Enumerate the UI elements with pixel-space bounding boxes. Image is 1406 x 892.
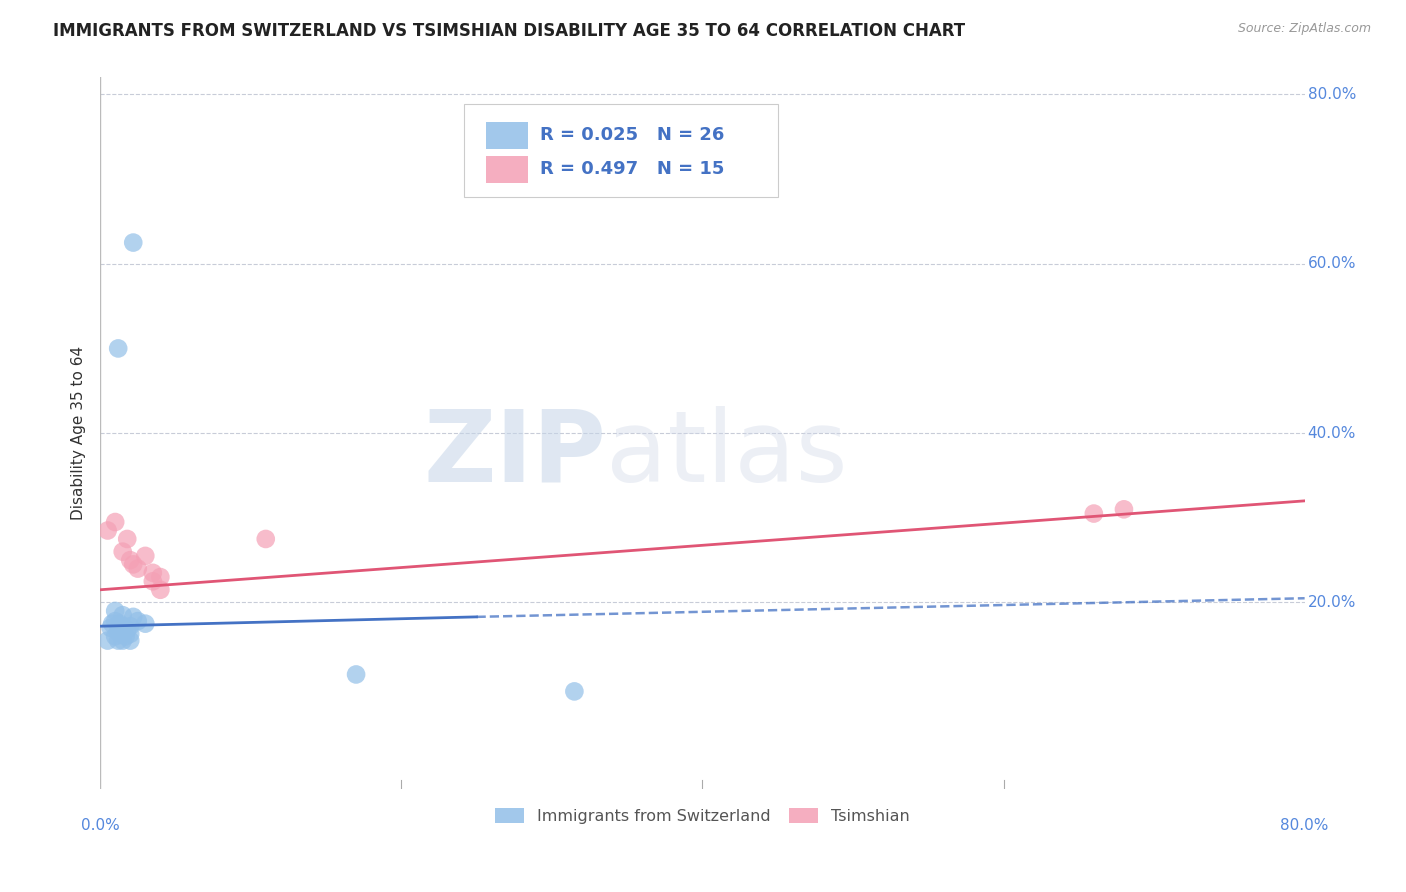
Point xyxy=(108,616,131,631)
Text: 0.0%: 0.0% xyxy=(80,819,120,833)
Text: 20.0%: 20.0% xyxy=(1308,595,1355,610)
Y-axis label: Disability Age 35 to 64: Disability Age 35 to 64 xyxy=(72,346,86,520)
Point xyxy=(122,235,145,250)
Point xyxy=(120,553,142,567)
Point xyxy=(115,532,138,546)
Point xyxy=(134,616,156,631)
Text: 80.0%: 80.0% xyxy=(1308,87,1355,102)
Point xyxy=(111,619,134,633)
Text: atlas: atlas xyxy=(606,406,848,503)
Point xyxy=(97,633,120,648)
Point xyxy=(100,621,122,635)
Point xyxy=(120,633,142,648)
Point xyxy=(111,544,134,558)
Point xyxy=(120,619,142,633)
Point xyxy=(1112,502,1135,516)
Point xyxy=(97,524,120,538)
Point xyxy=(134,549,156,563)
Point xyxy=(254,532,277,546)
Point xyxy=(108,621,131,635)
Text: 80.0%: 80.0% xyxy=(1281,819,1329,833)
FancyBboxPatch shape xyxy=(464,103,779,197)
Point xyxy=(149,582,172,597)
Point xyxy=(115,623,138,637)
Point xyxy=(142,566,165,580)
Point xyxy=(142,574,165,589)
Point xyxy=(111,627,134,641)
Point xyxy=(107,342,129,356)
Point xyxy=(107,633,129,648)
Point xyxy=(107,625,129,640)
Text: R = 0.025   N = 26: R = 0.025 N = 26 xyxy=(540,126,724,145)
Legend: Immigrants from Switzerland, Tsimshian: Immigrants from Switzerland, Tsimshian xyxy=(489,802,917,830)
Point xyxy=(104,629,127,643)
Text: ZIP: ZIP xyxy=(423,406,606,503)
Text: 60.0%: 60.0% xyxy=(1308,256,1357,271)
Point xyxy=(104,515,127,529)
Point xyxy=(1083,507,1105,521)
Text: IMMIGRANTS FROM SWITZERLAND VS TSIMSHIAN DISABILITY AGE 35 TO 64 CORRELATION CHA: IMMIGRANTS FROM SWITZERLAND VS TSIMSHIAN… xyxy=(53,22,966,40)
Point xyxy=(127,614,149,628)
FancyBboxPatch shape xyxy=(485,121,527,149)
Text: R = 0.497   N = 15: R = 0.497 N = 15 xyxy=(540,161,724,178)
Point xyxy=(104,614,127,628)
Point xyxy=(104,604,127,618)
Text: Source: ZipAtlas.com: Source: ZipAtlas.com xyxy=(1237,22,1371,36)
Point xyxy=(122,610,145,624)
Point xyxy=(111,633,134,648)
Point xyxy=(114,629,136,643)
Point xyxy=(120,627,142,641)
Point xyxy=(564,684,586,698)
Point xyxy=(127,561,149,575)
Point xyxy=(122,558,145,572)
Point xyxy=(101,616,124,631)
FancyBboxPatch shape xyxy=(485,156,527,183)
Point xyxy=(149,570,172,584)
Point xyxy=(344,667,367,681)
Point xyxy=(111,608,134,623)
Text: 40.0%: 40.0% xyxy=(1308,425,1355,441)
